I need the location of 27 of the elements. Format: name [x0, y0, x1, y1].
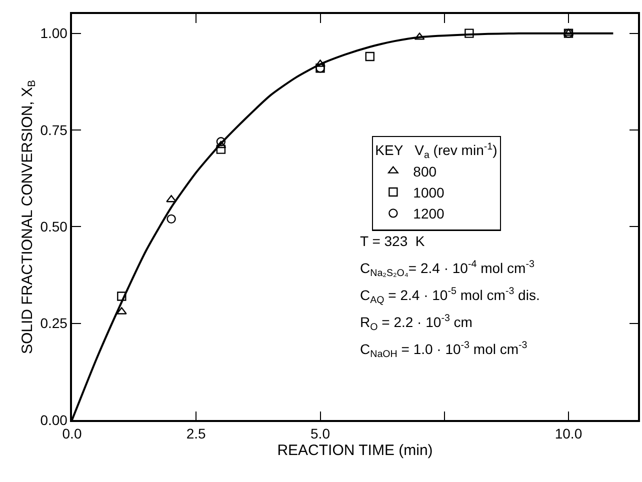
x-tick-label: 2.5: [186, 426, 206, 442]
y-tick-label: 0.50: [40, 218, 68, 235]
y-tick-label: 0.00: [40, 412, 68, 428]
annotation: C$_{Na₂S₂O₄}$= 2.4 · 10$^{-4}$ mol cm$^{-3}$: [360, 259, 535, 279]
y-tick-label: 0.75: [40, 122, 68, 138]
point: [315, 60, 326, 67]
annotation: T = 323 K: [360, 233, 426, 249]
point: [365, 52, 374, 62]
point: [216, 144, 226, 154]
legend-title: KEY V$_{a}$ (rev min$^{-1}$): [375, 141, 498, 162]
legend-label: 1200: [413, 206, 445, 222]
x-axis-title: REACTION TIME (min): [277, 442, 433, 460]
y-tick-label: 0.25: [40, 315, 68, 332]
annotation: R$_{O}$ = 2.2 · 10$^{-3}$ cm: [360, 313, 472, 333]
point: [166, 214, 176, 224]
point: [464, 28, 474, 38]
x-tick-label: 0.0: [62, 426, 82, 442]
point: [117, 292, 126, 301]
point: [216, 137, 226, 146]
y-tick-label: 1.00: [40, 25, 68, 42]
legend-label: 1000: [413, 184, 445, 200]
x-tick-label: 5.0: [310, 426, 330, 442]
annotation: C$_{AQ}$ = 2.4 · 10$^{-5}$ mol cm$^{-3}$ dis.: [360, 286, 540, 306]
annotation: C$_{NaOH}$ = 1.0 · 10$^{-3}$ mol cm$^{-3}$: [360, 340, 528, 360]
x-tick-label: 10.0: [554, 426, 582, 442]
legend-label: 800: [413, 163, 437, 180]
point: [216, 140, 226, 148]
